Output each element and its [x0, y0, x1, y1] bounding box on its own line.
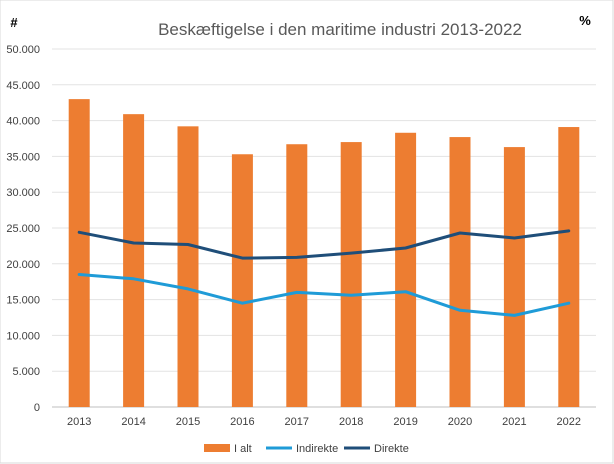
x-axis-ticks: 2013 2014 2015 2016 2017 2018 2019 2020 2021 2022	[67, 416, 581, 428]
bar-series	[68, 99, 580, 408]
y-tick-label: 5.000	[12, 366, 40, 378]
y-tick-label: 40.000	[6, 116, 40, 128]
bar	[340, 142, 362, 407]
bar	[395, 132, 417, 407]
y-tick-label: 0	[34, 402, 40, 414]
y-tick-label: 35.000	[6, 151, 40, 163]
bar	[231, 154, 253, 407]
bar	[177, 126, 199, 407]
x-tick-label: 2016	[230, 416, 254, 428]
legend-label: Indirekte	[296, 443, 338, 455]
line-series	[77, 229, 571, 317]
y-tick-label: 45.000	[6, 80, 40, 92]
y-tick-label: 50.000	[6, 44, 40, 56]
x-tick-label: 2017	[285, 416, 309, 428]
legend-label: I alt	[234, 443, 252, 455]
bar	[558, 127, 580, 407]
x-tick-label: 2018	[339, 416, 363, 428]
legend: I alt Indirekte Direkte	[204, 443, 409, 455]
legend-swatch	[204, 444, 230, 452]
legend-label: Direkte	[374, 443, 409, 455]
y-unit-right: %	[579, 13, 591, 28]
x-tick-label: 2013	[67, 416, 91, 428]
y-axis-ticks: 0 5.000 10.000 15.000 20.000 25.000 30.000 35.0…	[6, 44, 40, 414]
x-tick-label: 2019	[393, 416, 417, 428]
x-tick-label: 2020	[448, 416, 472, 428]
y-tick-label: 20.000	[6, 259, 40, 271]
series-line-direkte	[77, 229, 571, 260]
y-tick-label: 10.000	[6, 330, 40, 342]
bar	[123, 114, 145, 407]
bar	[503, 147, 525, 408]
bar	[68, 99, 90, 408]
x-tick-label: 2021	[502, 416, 526, 428]
bar	[286, 144, 308, 407]
x-tick-label: 2014	[121, 416, 145, 428]
x-tick-label: 2015	[176, 416, 200, 428]
y-tick-label: 30.000	[6, 187, 40, 199]
x-tick-label: 2022	[557, 416, 581, 428]
y-unit-left: #	[10, 15, 18, 30]
y-tick-label: 25.000	[6, 223, 40, 235]
bar	[449, 137, 471, 407]
chart-title: Beskæftigelse i den maritime industri 20…	[158, 20, 522, 39]
y-tick-label: 15.000	[6, 295, 40, 307]
series-line-indirekte	[77, 273, 571, 317]
